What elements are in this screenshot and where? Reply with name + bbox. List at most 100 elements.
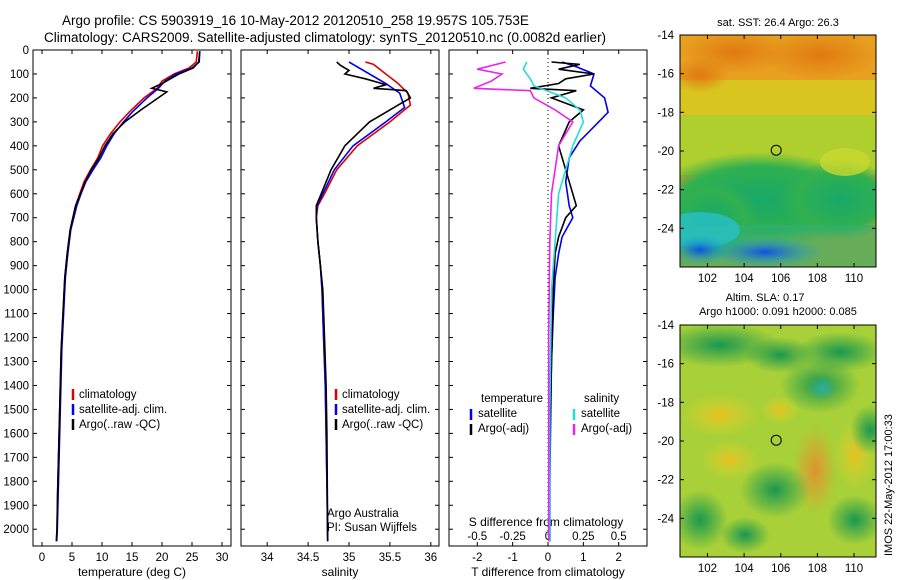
sst-ytick-label: -14 <box>657 30 674 42</box>
depth-tick-label: 1300 <box>3 356 29 368</box>
sla-ytick-label: -18 <box>657 397 674 409</box>
sst-xtick-label: 110 <box>845 273 863 285</box>
depth-tick-label: 1700 <box>3 452 29 464</box>
depth-tick-label: 600 <box>10 189 29 201</box>
sst-ytick-label: -24 <box>657 223 674 235</box>
argo-annotation-line: PI: Susan Wijffels <box>327 522 417 534</box>
salinity-legend-label: satellite <box>581 408 620 420</box>
temperature-legend-label: Argo(-adj) <box>478 423 529 435</box>
depth-tick-label: 1800 <box>3 476 29 488</box>
salinity-legend-title: salinity <box>584 393 619 405</box>
salinity-xtick-label: 35 <box>343 552 356 564</box>
salinity-series-satellite-adj-clim <box>315 61 406 542</box>
temperature-xtick-label: 20 <box>156 552 169 564</box>
salinity-difference-axis-label: S difference from climatology <box>469 515 624 529</box>
difference-x-axis-label: T difference from climatology <box>471 565 625 579</box>
salinity-legend-label: Argo(-adj) <box>581 423 632 435</box>
depth-tick-label: 1900 <box>3 500 29 512</box>
argo-annotation-line: Argo Australia <box>327 508 399 520</box>
sla-map-title: Altim. SLA: 0.17 <box>726 292 805 304</box>
temperature-legend-label: satellite <box>478 408 517 420</box>
sla-xtick-label: 106 <box>771 563 790 575</box>
sla-map-subtitle: Argo h1000: 0.091 h2000: 0.085 <box>699 306 857 318</box>
difference-xtick-label: 0 <box>545 552 551 564</box>
sst-ytick-label: -20 <box>657 146 674 158</box>
temperature-xtick-label: 10 <box>96 552 109 564</box>
depth-tick-label: 900 <box>10 261 29 273</box>
salinity-legend-label: climatology <box>342 389 400 401</box>
depth-tick-label: 0 <box>23 45 29 57</box>
temperature-profile-panel: 0100200300400500600700800900100011001200… <box>3 45 232 579</box>
difference-xtick-label: 2 <box>616 552 622 564</box>
sst-heatmap <box>680 35 876 267</box>
sla-xtick-label: 108 <box>808 563 827 575</box>
salinity-xtick-label: 35.5 <box>379 552 401 564</box>
temperature-legend-title: temperature <box>481 393 543 405</box>
temperature-series-argo-raw-qc <box>55 51 201 542</box>
temperature-xtick-label: 0 <box>39 552 45 564</box>
salinity-series-group <box>315 61 412 542</box>
salinity-difference-tick-label: 0.25 <box>572 531 594 543</box>
depth-tick-label: 1400 <box>3 380 29 392</box>
sst-ytick-label: -16 <box>657 69 674 81</box>
temperature-xtick-label: 15 <box>126 552 139 564</box>
depth-tick-label: 100 <box>10 69 29 81</box>
depth-tick-label: 1000 <box>3 285 29 297</box>
difference-series-salinity-argo-adj <box>473 61 574 542</box>
salinity-difference-tick-label: -0.25 <box>500 531 526 543</box>
sst-xtick-label: 108 <box>808 273 827 285</box>
difference-series-salinity-satellite <box>522 61 585 542</box>
depth-tick-label: 1200 <box>3 333 29 345</box>
sla-ytick-label: -22 <box>657 475 674 487</box>
depth-tick-label: 400 <box>10 141 29 153</box>
sla-ytick-label: -20 <box>657 436 674 448</box>
difference-xtick-label: -1 <box>508 552 518 564</box>
depth-tick-label: 500 <box>10 165 29 177</box>
salinity-legend-label: Argo(..raw -QC) <box>342 419 423 431</box>
salinity-x-axis-label: salinity <box>322 565 359 579</box>
difference-profile-panel: -2 -1 0 1 2T difference from climatology S di… <box>448 49 648 579</box>
temperature-xtick-label: 30 <box>216 552 229 564</box>
salinity-series-argo-raw-qc <box>315 61 412 542</box>
temperature-legend-label: Argo(..raw -QC) <box>79 419 160 431</box>
sst-xtick-label: 104 <box>735 273 755 285</box>
depth-tick-label: 1600 <box>3 428 29 440</box>
temperature-x-axis-label: temperature (deg C) <box>78 565 186 579</box>
sla-ytick-label: -16 <box>657 359 674 371</box>
temperature-series-group <box>55 51 201 542</box>
sst-ytick-label: -22 <box>657 185 674 197</box>
sst-map-title: sat. SST: 26.4 Argo: 26.3 <box>717 17 839 29</box>
sla-xtick-label: 104 <box>735 563 755 575</box>
salinity-xtick-label: 36 <box>424 552 437 564</box>
salinity-difference-tick-label: -0.5 <box>467 531 487 543</box>
temperature-legend-label: climatology <box>79 389 137 401</box>
depth-tick-label: 800 <box>10 237 29 249</box>
difference-xtick-label: 1 <box>580 552 586 564</box>
salinity-plot-frame <box>240 49 440 547</box>
salinity-legend-label: satellite-adj. clim. <box>342 404 430 416</box>
salinity-profile-panel: 34 34.5 35 35.5 36 salinity climatology satelli… <box>240 49 440 579</box>
depth-tick-label: 700 <box>10 213 29 225</box>
depth-tick-label: 300 <box>10 117 29 129</box>
temperature-plot-frame <box>32 49 232 547</box>
difference-series-temperature-argo-adj <box>530 61 595 542</box>
depth-tick-label: 1500 <box>3 404 29 416</box>
salinity-difference-tick-label: 0.5 <box>611 531 627 543</box>
depth-tick-label: 2000 <box>3 524 29 536</box>
sst-argo-location-marker <box>770 144 782 156</box>
salinity-xtick-label: 34.5 <box>297 552 319 564</box>
depth-tick-label: 200 <box>10 93 29 105</box>
sla-xtick-label: 110 <box>845 563 863 575</box>
sla-map-panel: Altim. SLA: 0.17 Argo h1000: 0.091 h2000… <box>657 292 877 575</box>
sst-map-panel: sat. SST: 26.4 Argo: 26.3 102 104 106 108 11… <box>657 17 877 285</box>
sla-ytick-label: -14 <box>657 320 674 332</box>
difference-series-group <box>473 61 609 542</box>
depth-tick-label: 1100 <box>4 309 29 321</box>
difference-xtick-label: -2 <box>472 552 482 564</box>
sla-argo-location-marker <box>770 434 782 446</box>
salinity-xtick-label: 34 <box>261 552 274 564</box>
sla-heatmap <box>680 325 876 557</box>
figure-title-line1: Argo profile: CS 5903919_16 10-May-2012 … <box>62 13 529 28</box>
figure-title-line2: Climatology: CARS2009. Satellite-adjuste… <box>44 30 606 45</box>
